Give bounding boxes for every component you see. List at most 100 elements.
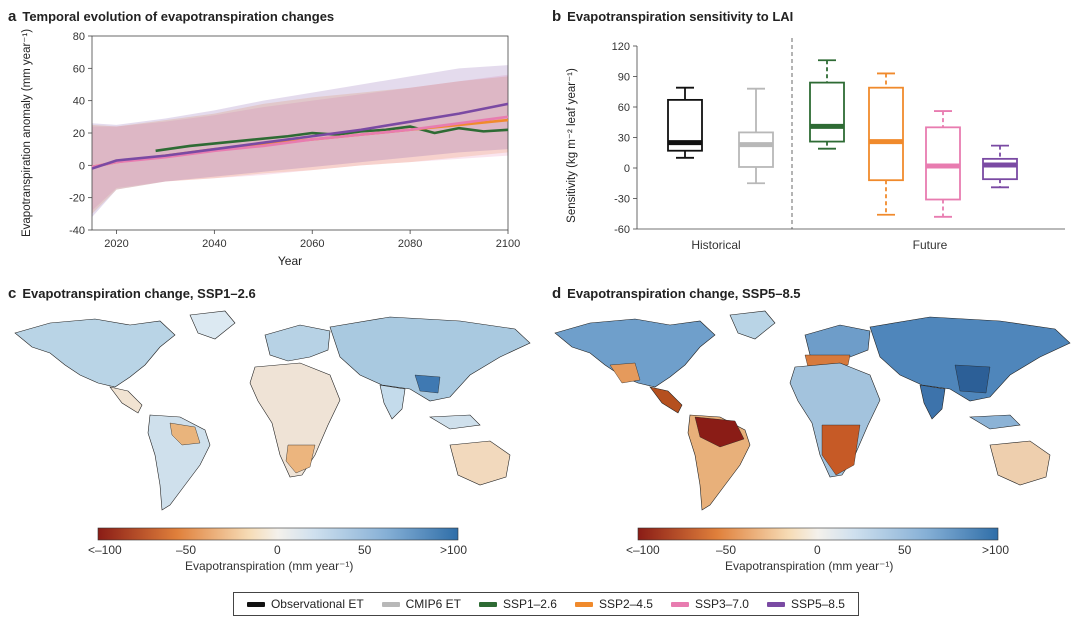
amazon-dry-region xyxy=(694,416,745,448)
colorbar-d-tick-1: –50 xyxy=(716,543,737,557)
box-iqr-ssp126 xyxy=(809,81,845,143)
north-america-region xyxy=(554,318,716,388)
y-tick-label: 0 xyxy=(624,163,630,175)
legend-item-ssp370: SSP3–7.0 xyxy=(670,597,749,611)
colorbar-d-tick-0: <–100 xyxy=(626,543,660,557)
legend-item-ssp245: SSP2–4.5 xyxy=(574,597,653,611)
panel-c-title-text: Evapotranspiration change, SSP1–2.6 xyxy=(22,286,256,301)
x-tick-label: 2020 xyxy=(104,238,128,250)
colorbar-c-tick-2: 0 xyxy=(274,543,281,557)
legend-label: SSP3–7.0 xyxy=(694,597,749,611)
x-tick-label: 2080 xyxy=(398,238,422,250)
panel-b-title: b Evapotranspiration sensitivity to LAI xyxy=(552,8,793,25)
series-line-ssp126 xyxy=(155,125,509,153)
map-ssp126 xyxy=(10,305,535,520)
legend-item-cmip6: CMIP6 ET xyxy=(381,597,461,611)
southern-africa-dry-region xyxy=(285,444,316,474)
map-ssp585 xyxy=(550,305,1075,520)
colorbar-d-tick-3: 50 xyxy=(898,543,912,557)
legend-item-ssp585: SSP5–8.5 xyxy=(766,597,845,611)
panel-d-letter: d xyxy=(552,285,562,302)
asia-region xyxy=(329,316,531,402)
colorbar-d xyxy=(637,527,999,541)
y-tick-label: 60 xyxy=(73,63,85,75)
x-tick-label: 2100 xyxy=(496,238,520,250)
south-america-dry-region xyxy=(169,422,201,446)
colorbar-c-tick-4: >100 xyxy=(440,543,468,557)
colorbars xyxy=(97,527,999,541)
greenland-region xyxy=(189,310,236,340)
colorbar-c-tick-3: 50 xyxy=(358,543,372,557)
world-map-ssp585 xyxy=(554,310,1071,511)
legend-swatch xyxy=(246,601,265,607)
legend-label: SSP1–2.6 xyxy=(502,597,557,611)
legend-label: SSP2–4.5 xyxy=(598,597,653,611)
legend-label: SSP5–8.5 xyxy=(790,597,845,611)
group-label-future: Future xyxy=(913,238,948,252)
east-china-region xyxy=(954,364,991,394)
uncertainty-band-ssp370 xyxy=(92,74,508,211)
africa-region xyxy=(249,362,341,478)
western-us-dry-region xyxy=(609,362,641,384)
legend-swatch xyxy=(670,601,689,607)
legend: Observational ET CMIP6 ET SSP1–2.6 SSP2–… xyxy=(233,592,859,616)
asia-region xyxy=(869,316,1071,402)
panel-d-title: d Evapotranspiration change, SSP5–8.5 xyxy=(552,285,801,302)
box-iqr-ssp370 xyxy=(925,126,961,201)
greenland-region xyxy=(729,310,776,340)
north-america-region xyxy=(14,318,176,388)
y-tick-label: 20 xyxy=(73,128,85,140)
colorbar-c-tick-0: <–100 xyxy=(88,543,122,557)
legend-label: Observational ET xyxy=(270,597,364,611)
y-tick-label: 0 xyxy=(79,160,85,172)
y-tick-label: 40 xyxy=(73,96,85,108)
panel-a-letter: a xyxy=(8,8,17,25)
world-map-ssp126 xyxy=(14,310,531,511)
colorbar-d-tick-4: >100 xyxy=(982,543,1010,557)
x-axis-label: Year xyxy=(278,254,302,268)
series-line-ssp370 xyxy=(91,115,509,169)
central-america-region xyxy=(109,386,143,414)
legend-swatch xyxy=(574,601,593,607)
colorbar-c-tick-1: –50 xyxy=(176,543,197,557)
panel-c-title: c Evapotranspiration change, SSP1–2.6 xyxy=(8,285,256,302)
indonesia-region xyxy=(428,414,481,430)
panel-b-title-text: Evapotranspiration sensitivity to LAI xyxy=(567,9,794,24)
box-iqr-ssp585 xyxy=(982,157,1018,181)
y-tick-label: 60 xyxy=(618,102,630,114)
y-tick-label: -30 xyxy=(614,194,630,206)
africa-region xyxy=(789,362,881,478)
y-tick-label: -40 xyxy=(69,225,85,237)
x-tick-label: 2060 xyxy=(300,238,324,250)
y-tick-label: 80 xyxy=(73,31,85,43)
series-line-ssp585 xyxy=(91,102,509,170)
y-axis-label: Evapotranspiration anomaly (mm year⁻¹) xyxy=(21,29,33,237)
y-tick-label: -20 xyxy=(69,193,85,205)
box-iqr-observational xyxy=(667,98,703,152)
east-china-region xyxy=(414,374,441,394)
south-asia-region xyxy=(379,384,406,420)
europe-region xyxy=(264,324,331,362)
colorbar-c-label: Evapotranspiration (mm year⁻¹) xyxy=(185,559,354,573)
colorbar-c xyxy=(97,527,459,541)
panel-a-title-text: Temporal evolution of evapotranspiration… xyxy=(22,9,335,24)
central-america-region xyxy=(649,386,683,414)
group-label-historical: Historical xyxy=(691,238,740,252)
box-iqr-cmip6 xyxy=(738,131,774,168)
box-iqr-ssp245 xyxy=(868,86,904,182)
panel-c-letter: c xyxy=(8,285,17,302)
indonesia-region xyxy=(968,414,1021,430)
colorbar-d-label: Evapotranspiration (mm year⁻¹) xyxy=(725,559,894,573)
legend-swatch xyxy=(478,601,497,607)
y-tick-label: 120 xyxy=(612,41,630,53)
southern-africa-dry-region xyxy=(821,424,861,476)
boxplot-chart: -60 -30 0 30 60 90 120 Sensitivity (kg m⁻² leaf… xyxy=(566,38,1065,252)
y-tick-label: 30 xyxy=(618,133,630,145)
y-axis-label: Sensitivity (kg m⁻² leaf year⁻¹) xyxy=(566,68,578,223)
panel-d-title-text: Evapotranspiration change, SSP5–8.5 xyxy=(567,286,801,301)
australia-region xyxy=(449,440,511,486)
y-tick-label: 90 xyxy=(618,72,630,84)
panel-b-letter: b xyxy=(552,8,562,25)
australia-region xyxy=(989,440,1051,486)
